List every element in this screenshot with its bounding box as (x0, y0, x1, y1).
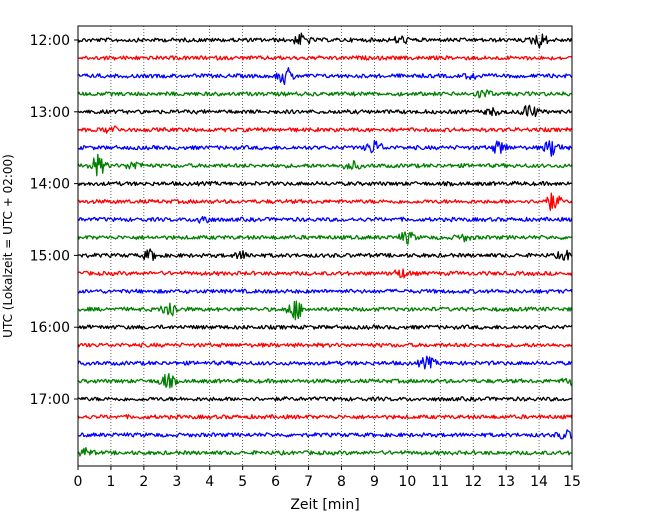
y-tick-label: 14:00 (30, 177, 70, 193)
trace-1330 (77, 139, 573, 157)
x-tick-label: 8 (337, 474, 346, 490)
trace-1430 (77, 215, 573, 224)
x-tick-label: 3 (172, 474, 181, 490)
x-tick-label: 7 (304, 474, 313, 490)
trace-1400 (77, 180, 573, 187)
x-tick-label: 9 (370, 474, 379, 490)
trace-1500 (77, 248, 573, 262)
x-tick-label: 0 (74, 474, 83, 490)
x-tick-label: 5 (238, 474, 247, 490)
trace-1700 (77, 396, 573, 402)
trace-1530 (77, 288, 573, 295)
x-tick-label: 1 (106, 474, 115, 490)
trace-1300 (77, 104, 573, 118)
trace-1345 (77, 153, 573, 177)
trace-1515 (77, 268, 573, 279)
y-tick-label: 17:00 (30, 392, 70, 408)
x-tick-label: 11 (431, 474, 449, 490)
trace-1545 (77, 300, 573, 321)
trace-1445 (77, 231, 573, 245)
y-tick-label: 13:00 (30, 105, 70, 121)
trace-1245 (77, 89, 573, 99)
y-tick-label: 16:00 (30, 320, 70, 336)
plot-frame (77, 25, 573, 467)
y-tick-label: 15:00 (30, 248, 70, 264)
y-axis-label: UTC (Lokalzeit = UTC + 02:00) (1, 154, 15, 338)
grid-lines (110, 26, 540, 466)
trace-1615 (77, 342, 573, 348)
x-tick-label: 4 (205, 474, 214, 490)
x-tick-label: 12 (464, 474, 482, 490)
trace-1600 (77, 324, 573, 330)
trace-1630 (77, 355, 573, 370)
trace-1715 (77, 414, 573, 420)
trace-1415 (77, 192, 573, 211)
x-tick-label: 2 (139, 474, 148, 490)
trace-1200 (77, 32, 573, 49)
x-axis-label: Zeit [min] (290, 497, 359, 513)
x-tick-label: 14 (530, 474, 548, 490)
trace-lines (77, 32, 573, 457)
x-tick-label: 10 (398, 474, 416, 490)
y-tick-label: 12:00 (30, 33, 70, 49)
trace-1730 (77, 429, 573, 440)
trace-1745 (77, 447, 573, 457)
x-tick-label: 13 (497, 474, 515, 490)
trace-1645 (77, 372, 573, 389)
x-tick-label: 6 (271, 474, 280, 490)
trace-1230 (77, 67, 573, 86)
trace-1315 (77, 125, 573, 134)
trace-1215 (77, 55, 573, 61)
axis-ticks: 0 1 2 3 4 5 6 7 8 9 10 11 12 13 14 1512:0013:0014:0015:… (30, 33, 581, 490)
x-tick-label: 15 (563, 474, 581, 490)
